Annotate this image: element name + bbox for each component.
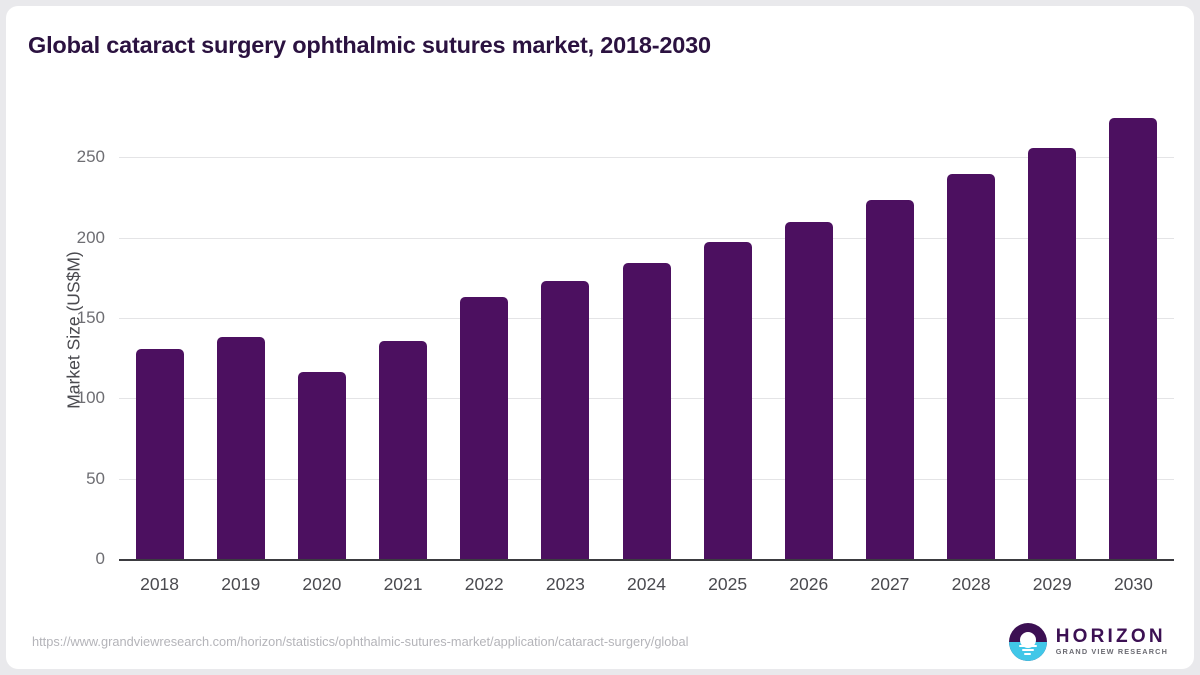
x-axis-tick-label: 2023	[545, 574, 585, 594]
bar[interactable]	[135, 349, 184, 559]
x-axis-tick-label: 2020	[302, 574, 342, 594]
bar[interactable]	[379, 341, 428, 559]
logo-text: HORIZON GRAND VIEW RESEARCH	[1055, 625, 1168, 657]
logo-name: HORIZON	[1055, 625, 1166, 647]
bar[interactable]	[460, 297, 509, 559]
y-axis-title: Market Size (US$M)	[63, 251, 84, 409]
bar[interactable]	[622, 262, 671, 559]
bar[interactable]	[1109, 117, 1158, 559]
chart-card: Global cataract surgery ophthalmic sutur…	[6, 6, 1194, 669]
y-axis-tick-label: 250	[76, 147, 105, 167]
bar[interactable]	[216, 337, 265, 559]
x-axis-tick-label: 2019	[221, 574, 261, 594]
x-axis-tick-label: 2022	[464, 574, 504, 594]
bar[interactable]	[541, 281, 590, 559]
source-url[interactable]: https://www.grandviewresearch.com/horizo…	[32, 634, 689, 649]
bar[interactable]	[297, 371, 346, 559]
x-axis-tick-label: 2024	[627, 574, 666, 594]
horizon-logo[interactable]: HORIZON GRAND VIEW RESEARCH	[1008, 623, 1168, 661]
x-axis-tick-label: 2018	[140, 574, 180, 594]
logo-tagline: GRAND VIEW RESEARCH	[1055, 646, 1168, 656]
logo-ray-icon	[1018, 645, 1037, 647]
x-axis-tick-label: 2028	[951, 574, 991, 594]
x-axis-tick-label: 2027	[870, 574, 910, 594]
y-axis-title-wrap: Market Size (US$M)	[34, 101, 84, 559]
logo-ray-icon	[1024, 653, 1032, 655]
y-axis-tick-label: 200	[76, 227, 105, 247]
y-axis-tick-label: 100	[76, 388, 105, 408]
bar[interactable]	[703, 242, 752, 559]
x-axis-line	[119, 559, 1174, 561]
logo-sea-shape	[1008, 642, 1047, 661]
x-axis-tick-label: 2025	[708, 574, 748, 594]
x-axis-tick-label: 2026	[789, 574, 829, 594]
x-axis-tick-label: 2021	[383, 574, 423, 594]
bar[interactable]	[865, 199, 914, 559]
bar[interactable]	[1028, 148, 1077, 559]
logo-sun-shape	[1019, 632, 1036, 648]
gridline	[119, 237, 1174, 239]
gridline	[119, 157, 1174, 159]
page-title: Global cataract surgery ophthalmic sutur…	[28, 32, 711, 58]
logo-ray-icon	[1021, 649, 1034, 651]
x-axis-tick-label: 2029	[1032, 574, 1072, 594]
y-axis-tick-label: 50	[86, 468, 105, 488]
bar[interactable]	[784, 221, 833, 559]
plot-area	[119, 101, 1174, 559]
y-axis-tick-label: 150	[76, 307, 105, 327]
y-axis-tick-label: 0	[95, 549, 105, 568]
bar[interactable]	[947, 174, 996, 559]
x-axis-tick-label: 2030	[1113, 574, 1153, 594]
horizon-sunrise-icon	[1008, 623, 1047, 661]
